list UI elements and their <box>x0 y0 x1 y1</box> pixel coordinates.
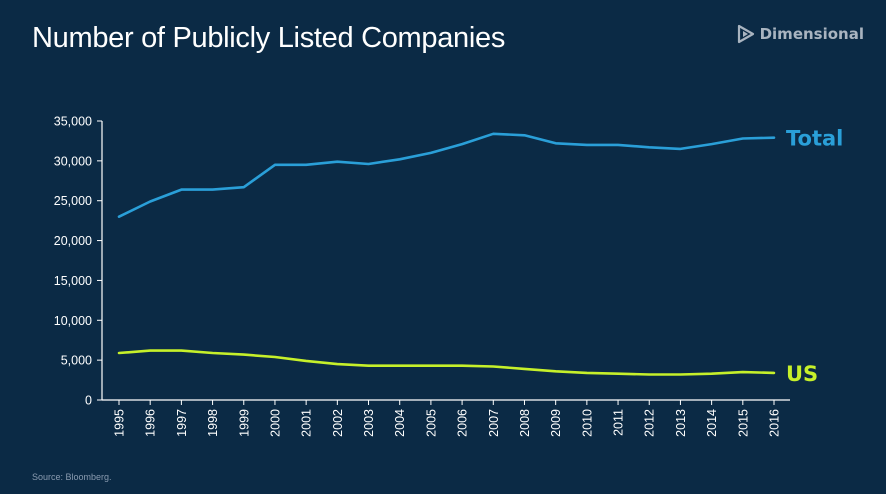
x-tick-label: 2002 <box>331 409 345 437</box>
x-tick-label: 1997 <box>175 409 189 437</box>
x-tick-label: 2004 <box>393 409 407 437</box>
dimensional-logo-icon <box>737 24 754 44</box>
x-tick-label: 2014 <box>705 409 719 437</box>
x-tick-label: 1996 <box>144 409 158 437</box>
y-tick-label: 25,000 <box>54 194 92 208</box>
x-tick-label: 2006 <box>456 409 470 437</box>
x-tick-label: 2010 <box>580 409 594 437</box>
y-tick-label: 15,000 <box>54 274 92 288</box>
x-tick-label: 2012 <box>643 409 657 437</box>
x-tick-label: 2003 <box>362 409 376 437</box>
x-tick-label: 2009 <box>549 409 563 437</box>
y-tick-label: 30,000 <box>54 154 92 168</box>
x-tick-label: 2000 <box>268 409 282 437</box>
page-title: Number of Publicly Listed Companies <box>32 22 506 54</box>
x-tick-label: 1999 <box>237 409 251 437</box>
chart-axes <box>101 121 790 401</box>
series-line-us <box>117 349 776 376</box>
series-label-us: US <box>786 362 818 386</box>
x-tick-label: 1998 <box>206 409 220 437</box>
brand-name: Dimensional <box>759 25 864 43</box>
y-tick-label: 35,000 <box>54 115 92 129</box>
x-tick-label: 2011 <box>612 409 626 436</box>
source-note: Source: Bloomberg. <box>32 472 112 482</box>
y-tick-label: 10,000 <box>54 314 92 328</box>
chart-series-labels: Total US <box>786 127 843 386</box>
x-tick-label: 2007 <box>487 409 501 437</box>
x-tick-label: 2013 <box>674 409 688 437</box>
series-line-total <box>117 132 776 218</box>
y-tick-label: 0 <box>85 394 92 408</box>
y-tick-label: 5,000 <box>61 354 92 368</box>
x-tick-label: 2001 <box>300 409 314 437</box>
y-tick-label: 20,000 <box>54 234 92 248</box>
series-label-total: Total <box>786 127 843 151</box>
brand-logo: Dimensional <box>736 24 864 44</box>
x-tick-label: 2016 <box>768 409 782 437</box>
chart-series <box>117 132 776 376</box>
x-tick-label: 1995 <box>113 409 127 437</box>
x-tick-label: 2008 <box>518 409 532 437</box>
x-tick-label: 2005 <box>424 409 438 437</box>
chart-ticks: 0 5,000 10,000 15,000 20,000 25,000 30,000 35,0… <box>54 115 782 437</box>
x-tick-label: 2015 <box>736 409 750 437</box>
